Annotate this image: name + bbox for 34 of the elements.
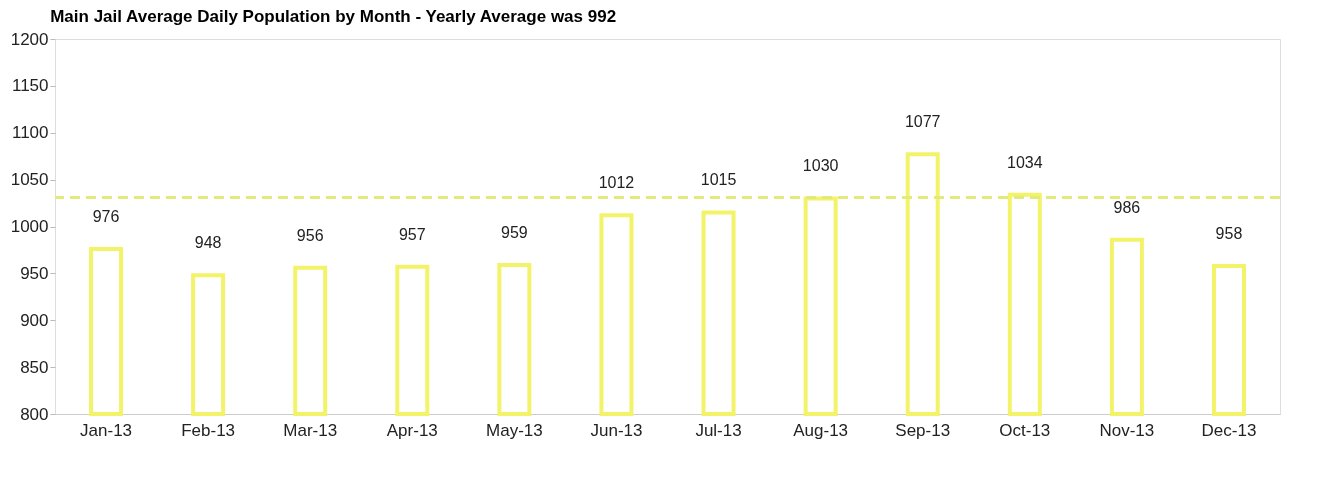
x-tick-label: Jun-13 <box>590 420 643 440</box>
x-tick-label: Jul-13 <box>695 420 742 440</box>
x-tick-label: Oct-13 <box>999 420 1051 440</box>
data-label: 1034 <box>1006 153 1043 171</box>
data-label: 1030 <box>802 157 839 175</box>
y-tick-label: 950 <box>20 263 49 283</box>
x-tick-label: Apr-13 <box>386 420 438 440</box>
data-label: 1015 <box>700 171 737 189</box>
y-tick-label: 850 <box>20 357 49 377</box>
x-tick-label: Aug-13 <box>793 420 849 440</box>
data-label: 957 <box>398 225 426 243</box>
x-tick-label: May-13 <box>486 420 543 440</box>
y-tick-label: 1100 <box>11 123 49 143</box>
data-label: 958 <box>1215 224 1243 242</box>
x-tick-label: Mar-13 <box>283 420 338 440</box>
x-tick-label: Sep-13 <box>895 420 951 440</box>
chart-title: Main Jail Average Daily Population by Month - Yearly Average was 992 <box>50 7 617 26</box>
data-label: 959 <box>501 223 528 241</box>
x-tick-label: Dec-13 <box>1201 420 1257 440</box>
y-tick-label: 1200 <box>10 29 49 49</box>
x-tick-label: Nov-13 <box>1099 420 1155 440</box>
x-tick-label: Jan-13 <box>80 420 133 440</box>
data-label: 986 <box>1113 198 1141 216</box>
data-label: 948 <box>194 234 222 252</box>
y-tick-label: 800 <box>20 404 49 424</box>
y-tick-label: 1150 <box>11 76 49 96</box>
y-tick-label: 1000 <box>10 217 49 236</box>
data-label: 956 <box>296 226 324 244</box>
data-label: 1077 <box>904 113 941 131</box>
y-tick-label: 1050 <box>10 170 49 190</box>
y-tick-label: 900 <box>20 310 49 330</box>
x-tick-label: Feb-13 <box>181 420 236 440</box>
data-label: 1012 <box>598 174 635 192</box>
data-label: 976 <box>92 208 120 225</box>
